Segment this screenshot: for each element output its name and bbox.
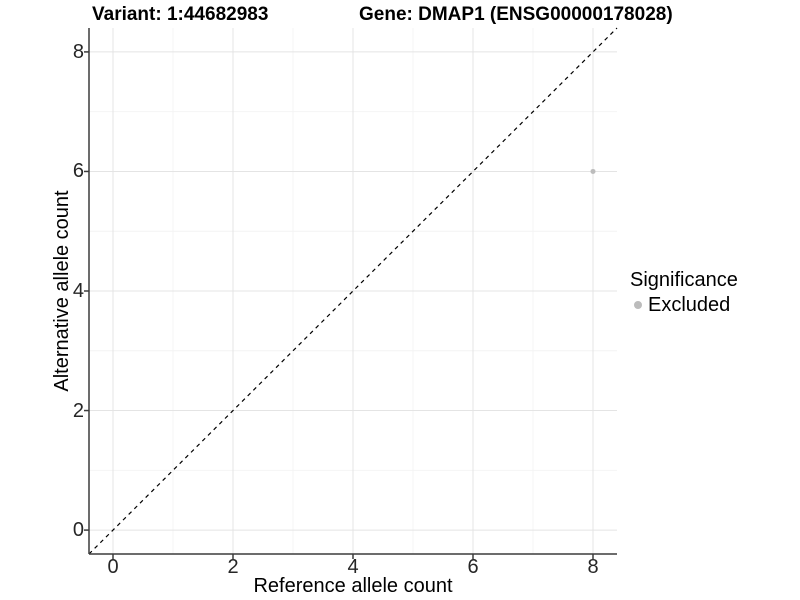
- x-tick-label: 0: [107, 556, 119, 578]
- legend-entry-label: Excluded: [648, 294, 731, 316]
- x-tick-label: 8: [587, 556, 599, 578]
- y-axis-title: Alternative allele count: [51, 190, 73, 392]
- excluded-dot-icon: [634, 301, 642, 309]
- legend-entry-excluded: Excluded: [630, 294, 738, 316]
- legend-title: Significance: [630, 269, 738, 291]
- x-tick-label: 2: [227, 556, 239, 578]
- x-axis-title: Reference allele count: [253, 575, 453, 597]
- y-tick-label: 2: [72, 399, 84, 422]
- legend: Significance Excluded: [630, 269, 738, 316]
- variant-title: Variant: 1:44682983: [92, 4, 269, 25]
- x-tick-label: 4: [347, 556, 359, 578]
- y-tick-label: 8: [72, 40, 84, 63]
- x-tick-label: 6: [467, 556, 479, 578]
- y-tick-label: 4: [72, 280, 84, 302]
- data-point: [590, 168, 596, 174]
- y-tick-label: 6: [72, 160, 84, 183]
- gene-title: Gene: DMAP1 (ENSG00000178028): [359, 4, 673, 25]
- y-tick-label: 0: [72, 519, 84, 542]
